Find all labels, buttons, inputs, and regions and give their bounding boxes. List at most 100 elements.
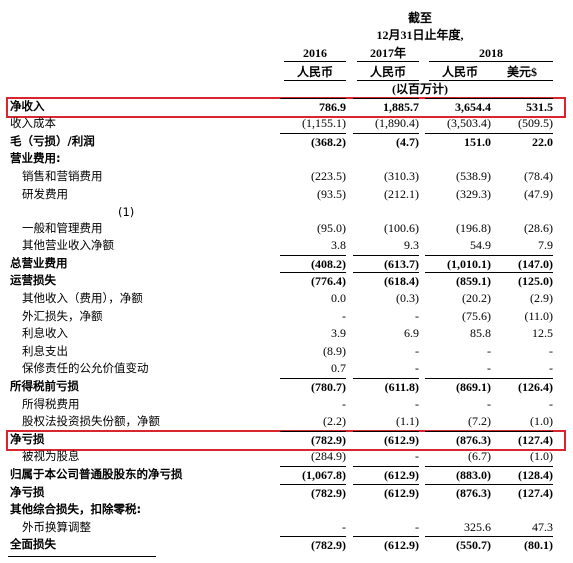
- row-label: 收入成本: [10, 116, 56, 131]
- row-label: 股权法投资损失份额，净额: [22, 414, 160, 429]
- cell-value: (6.7): [468, 449, 491, 464]
- cell-value: (618.4): [353, 272, 419, 289]
- row-label: 所得税费用: [22, 396, 80, 411]
- cell-value: 85.8: [470, 326, 491, 341]
- cell-value: (538.9): [456, 169, 491, 183]
- cell-value: -: [549, 396, 553, 411]
- row-label: 被视为股息: [22, 449, 80, 464]
- row-label: 研发费用: [22, 186, 68, 201]
- cell-value: -: [549, 343, 553, 358]
- cell-value: -: [415, 396, 419, 411]
- cell-value: 786.9: [280, 97, 346, 115]
- row-label: 归属于本公司普通股股东的净亏损: [10, 467, 183, 481]
- footnote-rule: [8, 556, 156, 557]
- row-label: 毛（亏损）/利润: [10, 133, 95, 148]
- cell-value: (223.5): [311, 169, 346, 183]
- year-header: 2017年: [357, 45, 419, 62]
- cell-value: (8.9): [323, 343, 346, 358]
- row-label: 运营损失: [10, 273, 56, 288]
- cell-value: (876.3): [425, 430, 491, 448]
- cell-value: (78.4): [524, 169, 553, 183]
- cell-value: (611.8): [353, 378, 419, 395]
- row-label: 其他营业收入净额: [22, 238, 114, 253]
- row-label: 营业费用:: [10, 151, 61, 166]
- cell-value: (0.3): [396, 291, 419, 305]
- cell-value: -: [415, 361, 419, 376]
- cell-value: (612.9): [353, 466, 419, 483]
- cell-value: 151.0: [425, 132, 491, 150]
- cell-value: (125.0): [487, 272, 553, 289]
- currency-header: 人民币: [284, 64, 346, 81]
- cell-value: (20.2): [462, 291, 491, 305]
- cell-value: 7.9: [538, 238, 553, 253]
- cell-value: 47.3: [532, 519, 553, 534]
- cell-value: (612.9): [353, 483, 419, 501]
- cell-value: (127.4): [487, 430, 553, 448]
- cell-value: (11.0): [524, 308, 553, 323]
- cell-value: (196.8): [456, 220, 491, 235]
- cell-value: (3,503.4): [447, 116, 491, 131]
- cell-value: (1,010.1): [425, 254, 491, 272]
- cell-value: (47.9): [524, 186, 553, 201]
- cell-value: -: [415, 449, 419, 464]
- row-label: 其他收入（费用），净额: [22, 291, 143, 305]
- cell-value: 3,654.4: [425, 97, 491, 115]
- cell-value: (128.4): [487, 466, 553, 483]
- unit-header: (以百万计): [392, 82, 448, 96]
- cell-value: 1,885.7: [353, 97, 419, 115]
- cell-value: (869.1): [425, 378, 491, 395]
- row-label: 利息收入: [22, 326, 68, 341]
- cell-value: (80.1): [487, 536, 553, 553]
- cell-value: (509.5): [518, 116, 553, 131]
- cell-value: -: [487, 343, 491, 358]
- cell-value: (75.6): [462, 308, 491, 323]
- cell-value: (612.9): [353, 430, 419, 448]
- cell-value: (408.2): [280, 254, 346, 272]
- cell-value: (1.0): [530, 414, 553, 429]
- cell-value: (4.7): [353, 132, 419, 150]
- cell-value: -: [487, 361, 491, 376]
- cell-value: 22.0: [487, 132, 553, 150]
- cell-value: (782.9): [280, 430, 346, 448]
- cell-value: 54.9: [470, 238, 491, 253]
- cell-value: 3.8: [331, 238, 346, 253]
- cell-value: (100.6): [384, 220, 419, 235]
- row-label: 其他综合损失，扣除零税:: [10, 502, 142, 517]
- cell-value: (212.1): [384, 186, 419, 201]
- cell-value: -: [342, 308, 346, 323]
- cell-value: -: [487, 396, 491, 411]
- header-title: 截至: [407, 11, 432, 25]
- cell-value: (1,890.4): [375, 116, 419, 131]
- cell-value: 325.6: [464, 519, 491, 534]
- row-label: 净收入: [10, 98, 45, 113]
- cell-value: -: [342, 519, 346, 534]
- cell-value: -: [549, 361, 553, 376]
- cell-value: (782.9): [280, 536, 346, 553]
- cell-value: 9.3: [404, 238, 419, 253]
- row-label: 全面损失: [10, 537, 56, 552]
- cell-value: (612.9): [353, 536, 419, 553]
- cell-value: (550.7): [425, 536, 491, 553]
- currency-header: 人民币: [429, 64, 491, 81]
- cell-value: 12.5: [532, 326, 553, 341]
- row-label: 净亏损: [10, 431, 45, 446]
- year-header: 2016: [284, 45, 346, 62]
- row-label: 净亏损: [10, 484, 45, 499]
- cell-value: (782.9): [280, 483, 346, 501]
- cell-value: 0.7: [331, 361, 346, 376]
- header-period: 12月31日止年度,: [376, 28, 464, 42]
- cell-value: (329.3): [456, 186, 491, 201]
- cell-value: (876.3): [425, 483, 491, 501]
- cell-value: -: [342, 396, 346, 411]
- cell-value: (2.9): [530, 291, 553, 305]
- cell-value: -: [415, 343, 419, 358]
- cell-value: (284.9): [311, 449, 346, 464]
- cell-value: (147.0): [487, 254, 553, 272]
- row-label: 利息支出: [22, 343, 68, 358]
- cell-value: (28.6): [524, 220, 553, 235]
- currency-header: 美元$: [491, 64, 553, 81]
- cell-value: (2.2): [323, 414, 346, 429]
- cell-value: (95.0): [317, 220, 346, 235]
- row-label: 外币换算调整: [22, 519, 91, 534]
